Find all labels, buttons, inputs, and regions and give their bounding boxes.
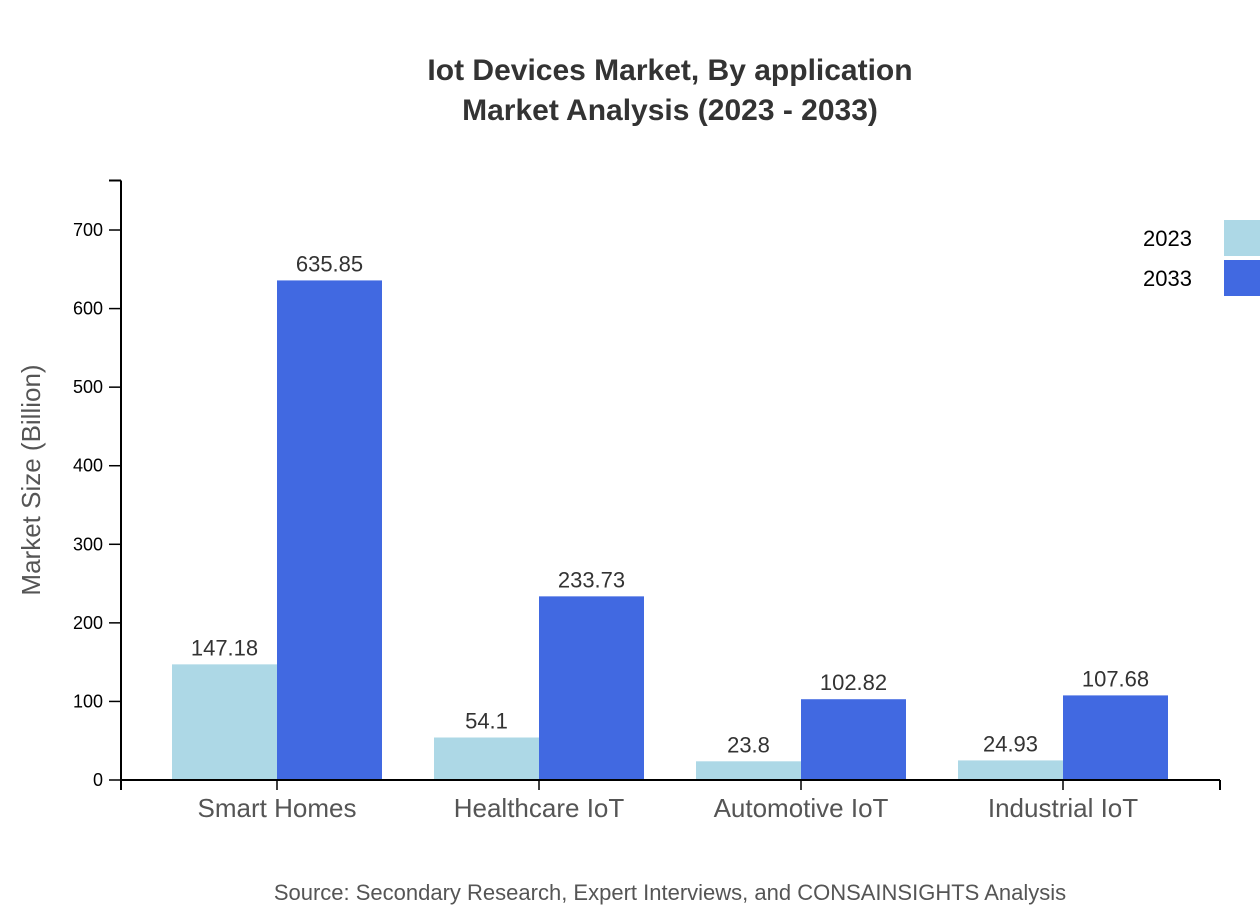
y-tick-label: 100 [73, 691, 103, 711]
data-label: 107.68 [1082, 666, 1149, 691]
chart-subtitle: Market Analysis (2023 - 2033) [462, 94, 878, 127]
data-label: 54.1 [465, 708, 508, 733]
y-axis-label: Market Size (Billion) [16, 364, 46, 595]
x-tick-label: Automotive IoT [714, 793, 889, 823]
x-tick-label: Smart Homes [198, 793, 357, 823]
legend-label: 2033 [1143, 266, 1192, 291]
legend-label: 2023 [1143, 226, 1192, 251]
data-label: 23.8 [727, 732, 770, 757]
legend-swatch-2033 [1224, 260, 1260, 296]
y-tick-label: 700 [73, 220, 103, 240]
bar-2033-0 [277, 280, 382, 780]
bar-2023-1 [434, 737, 539, 780]
bar-2033-3 [1063, 695, 1168, 780]
bar-2023-3 [958, 760, 1063, 780]
data-label: 147.18 [191, 635, 258, 660]
bars: 147.18 635.85 54.1 233.73 23.8 102.82 24.93 107… [172, 251, 1168, 780]
bar-2023-0 [172, 664, 277, 780]
y-tick-label: 300 [73, 534, 103, 554]
bar-2033-2 [801, 699, 906, 780]
y-tick-label: 200 [73, 613, 103, 633]
legend-swatch-2023 [1224, 220, 1260, 256]
chart-title: Iot Devices Market, By application [427, 54, 912, 87]
x-axis: Smart Homes Healthcare IoT Automotive IoT I… [120, 779, 1221, 823]
bar-2033-1 [539, 596, 644, 780]
data-label: 635.85 [296, 251, 363, 276]
y-tick-label: 600 [73, 299, 103, 319]
y-axis: 0 100 200 300 400 500 600 700 [73, 179, 122, 790]
y-tick-label: 500 [73, 377, 103, 397]
data-label: 102.82 [820, 670, 887, 695]
bar-2023-2 [696, 761, 801, 780]
data-label: 233.73 [558, 567, 625, 592]
y-tick-label: 400 [73, 456, 103, 476]
x-tick-label: Healthcare IoT [454, 793, 625, 823]
x-tick-label: Industrial IoT [988, 793, 1138, 823]
source-note: Source: Secondary Research, Expert Inter… [274, 880, 1066, 905]
y-tick-label: 0 [93, 770, 103, 790]
data-label: 24.93 [983, 731, 1038, 756]
legend: 2023 2033 [1143, 220, 1260, 296]
